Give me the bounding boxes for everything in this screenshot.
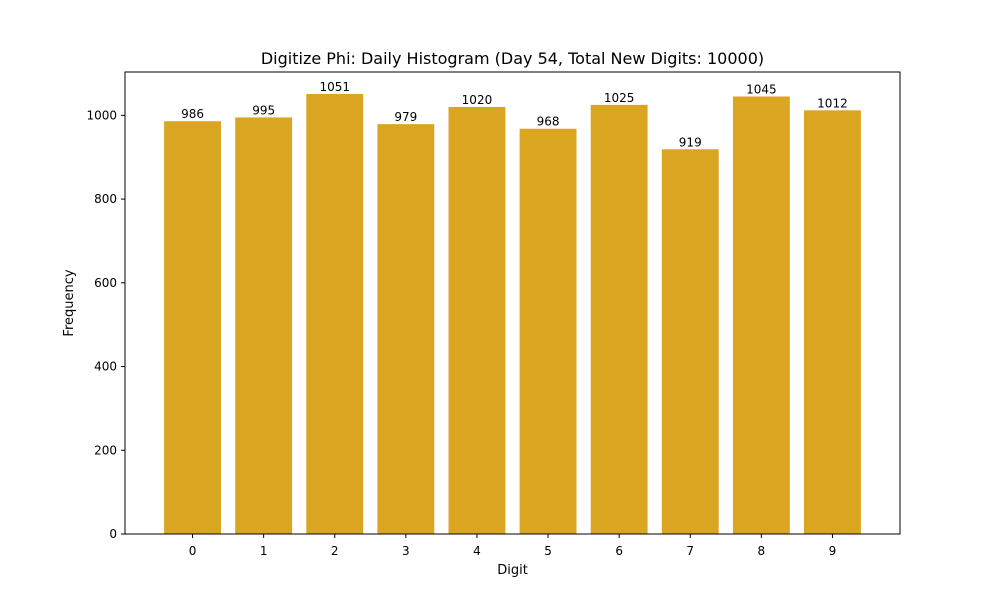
x-tick-label-8: 8 (758, 544, 766, 558)
x-tick-label-1: 1 (260, 544, 268, 558)
bar-digit-3 (377, 124, 435, 534)
data-label-digit-8: 1045 (746, 83, 777, 97)
bar-digit-6 (590, 104, 648, 534)
x-tick-label-0: 0 (189, 544, 197, 558)
data-label-digit-5: 968 (537, 115, 560, 129)
bar-digit-1 (235, 117, 293, 534)
y-axis-label: Frequency (62, 269, 77, 336)
data-labels-group: 986 995 1051 979 1020 968 1025 919 1045 1012 (181, 80, 848, 149)
x-tick-label-4: 4 (473, 544, 481, 558)
bar-digit-7 (661, 149, 719, 534)
y-axis: 0 200 400 600 800 1000 (86, 108, 125, 541)
x-tick-label-5: 5 (544, 544, 552, 558)
y-tick-label-200: 200 (94, 443, 117, 457)
bar-digit-2 (306, 94, 364, 534)
y-tick-label-400: 400 (94, 360, 117, 374)
bar-digit-0 (164, 121, 221, 534)
data-label-digit-2: 1051 (319, 80, 350, 94)
data-label-digit-7: 919 (679, 135, 702, 149)
x-tick-label-2: 2 (331, 544, 339, 558)
y-tick-label-0: 0 (109, 527, 117, 541)
plot-area-frame (124, 71, 901, 535)
x-axis-label: Digit (497, 563, 528, 578)
data-label-digit-3: 979 (394, 110, 417, 124)
y-tick-label-1000: 1000 (86, 108, 117, 122)
data-label-digit-1: 995 (252, 103, 275, 117)
bars-group (164, 94, 861, 535)
bar-digit-4 (448, 106, 506, 534)
bar-digit-8 (732, 96, 790, 534)
bar-digit-9 (804, 110, 861, 535)
data-label-digit-4: 1020 (462, 93, 493, 107)
x-tick-label-3: 3 (402, 544, 410, 558)
x-axis: 0 1 2 3 4 5 6 7 8 9 (189, 534, 837, 558)
x-tick-label-7: 7 (686, 544, 694, 558)
chart-title: Digitize Phi: Daily Histogram (Day 54, T… (261, 49, 764, 68)
bar-digit-5 (519, 128, 577, 534)
x-tick-label-6: 6 (615, 544, 623, 558)
y-tick-label-800: 800 (94, 192, 117, 206)
data-label-digit-0: 986 (181, 107, 204, 121)
data-label-digit-9: 1012 (817, 96, 848, 110)
y-tick-label-600: 600 (94, 276, 117, 290)
data-label-digit-6: 1025 (604, 91, 635, 105)
x-tick-label-9: 9 (829, 544, 837, 558)
